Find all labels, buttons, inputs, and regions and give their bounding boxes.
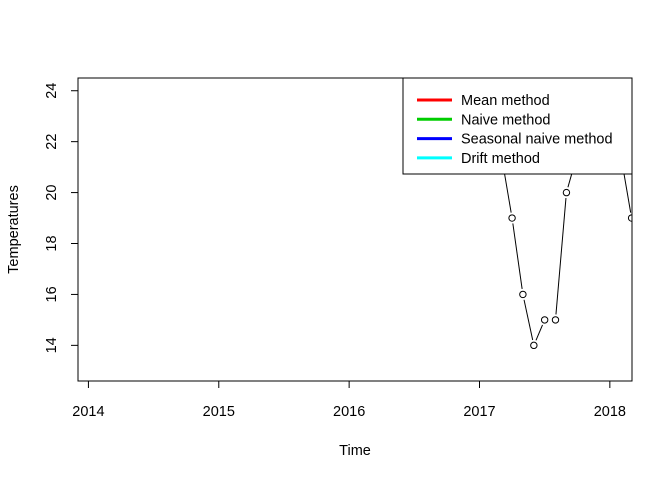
y-axis-title: Temperatures [6,185,22,274]
legend-item: Naive method [417,112,550,128]
legend-item: Seasonal naive method [417,132,613,148]
series-line-segment [555,198,567,315]
legend-label: Mean method [461,93,550,109]
legend: Mean method Naive method Seasonal naive me… [402,77,633,175]
y-tick-label: 14 [44,337,60,353]
x-axis-title: Time [339,443,371,459]
x-tick-label: 2014 [72,404,104,420]
legend-item: Mean method [417,93,550,109]
x-tick-label: 2018 [594,404,626,420]
series-line-segment [535,324,543,341]
data-point [551,316,560,324]
legend-item: Drift method [417,151,540,167]
data-point [530,341,538,350]
series-line-segment [523,299,534,341]
legend-label: Seasonal naive method [461,132,613,148]
legend-label: Naive method [461,112,550,128]
series-line-segment [512,223,523,290]
legend-label: Drift method [461,151,540,167]
data-point [519,290,527,299]
y-tick-label: 16 [44,286,60,302]
data-point [508,214,516,222]
data-point [540,316,549,324]
y-tick-label: 24 [44,83,60,99]
y-tick-label: 22 [44,134,60,150]
x-tick-label: 2016 [333,404,365,420]
y-tick-label: 20 [44,185,60,201]
x-tick-label: 2017 [463,404,495,420]
y-tick-label: 18 [44,235,60,251]
data-point [562,188,571,197]
axes-layer: 2014 2015 2016 2017 2018 14 16 18 20 22 24 [44,83,626,420]
x-tick-label: 2015 [203,404,235,420]
